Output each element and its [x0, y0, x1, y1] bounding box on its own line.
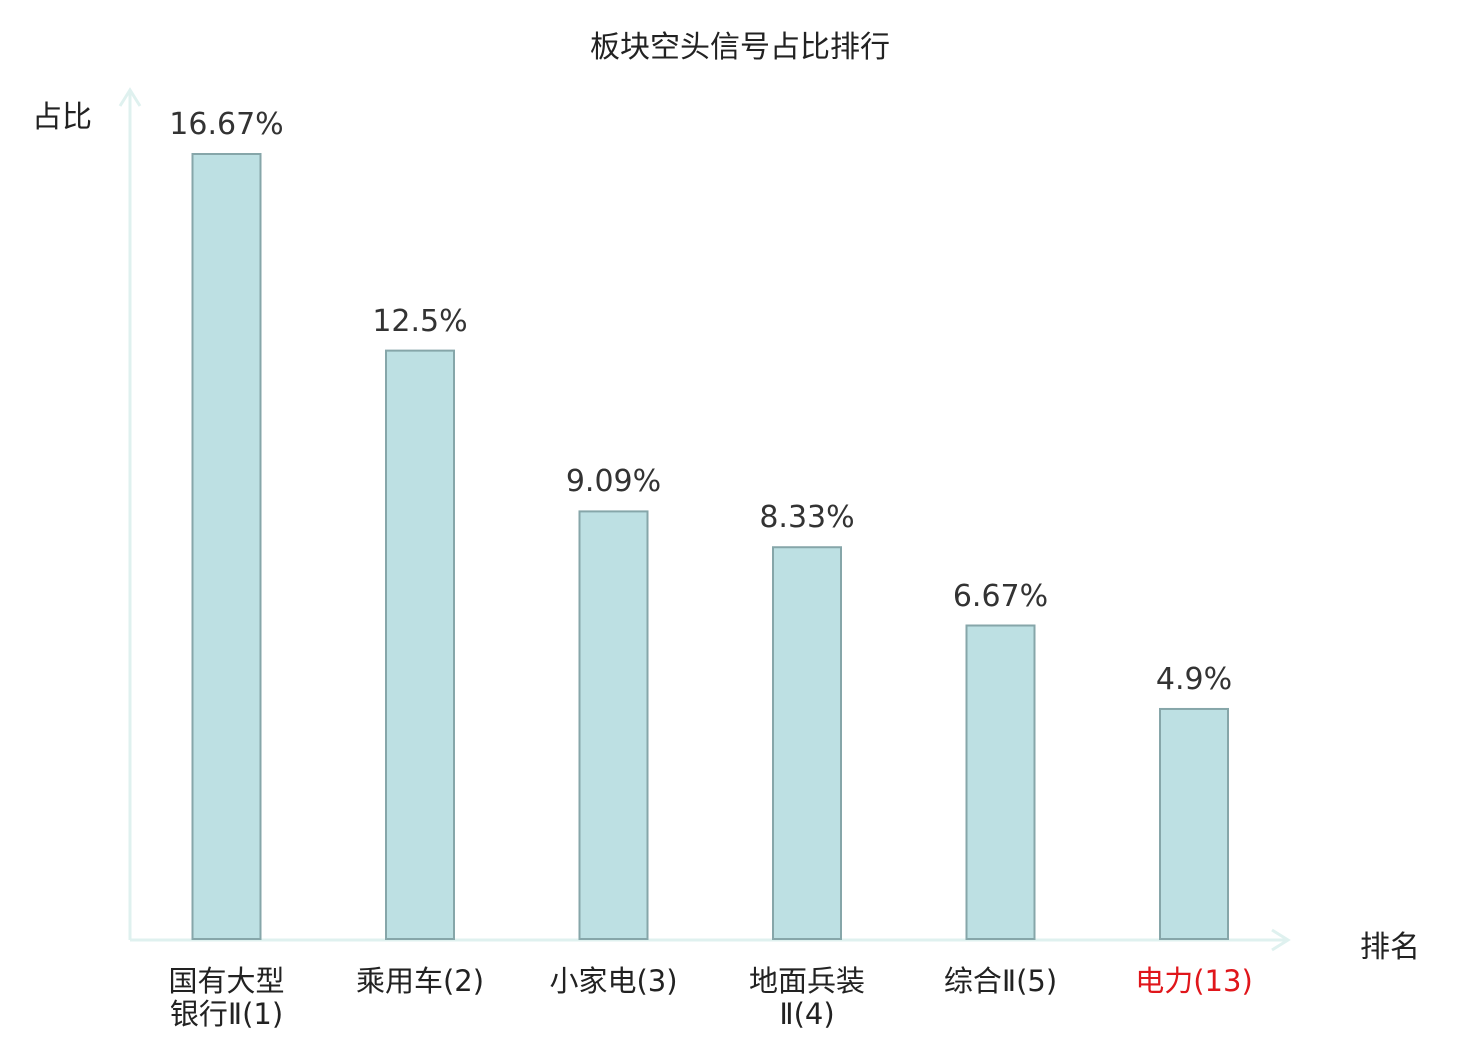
- x-tick-label: 电力(13): [1099, 965, 1289, 998]
- x-axis-arrow-icon: [1271, 928, 1291, 952]
- y-axis-label: 占比: [32, 100, 92, 135]
- data-label: 12.5%: [372, 303, 468, 339]
- x-tick-label: 综合Ⅱ(5): [906, 965, 1096, 998]
- x-tick-label-line: 地面兵装: [748, 964, 865, 998]
- bar: [965, 624, 1036, 940]
- bar: [1159, 707, 1229, 941]
- bar: [772, 546, 842, 941]
- x-tick-label-line: 小家电(3): [549, 964, 678, 998]
- bar: [191, 153, 262, 940]
- data-label: 16.67%: [169, 107, 284, 142]
- x-tick-label-line: Ⅱ(4): [779, 997, 835, 1031]
- data-label: 9.09%: [565, 464, 662, 500]
- x-tick-label-line: 综合Ⅱ(5): [943, 964, 1058, 998]
- x-tick-label: 小家电(3): [519, 965, 709, 998]
- data-label: 8.33%: [759, 500, 855, 536]
- y-axis-arrow-icon: [118, 87, 142, 107]
- x-tick-label-line: 电力(13): [1135, 964, 1253, 998]
- bar: [385, 349, 455, 941]
- x-tick-label-line: 乘用车(2): [355, 964, 485, 998]
- data-label: 4.9%: [1155, 661, 1233, 697]
- x-tick-label-line: 国有大型: [168, 964, 285, 998]
- data-label: 6.67%: [952, 578, 1049, 614]
- x-tick-label-line: 银行Ⅱ(1): [169, 997, 284, 1031]
- x-axis-label: 排名: [1360, 930, 1420, 965]
- x-tick-label: 国有大型 银行Ⅱ(1): [132, 965, 322, 1031]
- x-tick-label: 乘用车(2): [325, 965, 515, 998]
- chart-title: 板块空头信号占比排行: [590, 30, 890, 65]
- x-tick-label: 地面兵装 Ⅱ(4): [712, 965, 902, 1031]
- bar: [578, 510, 649, 940]
